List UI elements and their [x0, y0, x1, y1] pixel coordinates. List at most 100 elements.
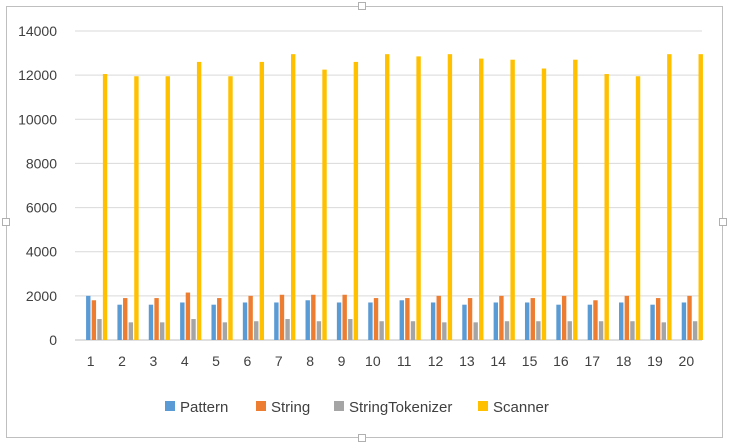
bar-scanner-2 [134, 76, 139, 340]
bar-scanner-6 [259, 61, 265, 341]
x-axis-ticks: 1 2 3 4 5 6 7 8 9 10 11 12 13 14 15 16 17 18 19 20 [87, 353, 695, 369]
y-tick-label: 12000 [18, 67, 57, 83]
bar-scanner-16 [573, 59, 578, 340]
legend-swatch-stringtokenizer [334, 401, 344, 411]
bar-scanner-7 [290, 54, 296, 341]
bar-stringtokenizer-12 [442, 322, 447, 340]
x-tick-label: 9 [338, 353, 346, 369]
resize-handle-bottom[interactable] [358, 434, 366, 442]
bar-string-1 [91, 300, 97, 340]
bar-pattern-13 [462, 304, 467, 340]
bar-pattern-15 [524, 302, 530, 340]
bar-stringtokenizer-14 [504, 321, 510, 340]
bar-pattern-19 [650, 304, 655, 340]
x-tick-label: 7 [275, 353, 283, 369]
bar-scanner-15 [541, 68, 547, 341]
bar-stringtokenizer-8 [316, 321, 322, 340]
x-tick-label: 13 [459, 353, 475, 369]
y-tick-label: 2000 [26, 288, 57, 304]
x-tick-label: 18 [616, 353, 632, 369]
resize-handle-left[interactable] [2, 218, 10, 226]
legend-label-scanner: Scanner [493, 399, 549, 416]
bar-pattern-9 [336, 302, 342, 340]
bar-string-12 [436, 295, 441, 340]
bar-stringtokenizer-7 [285, 319, 290, 340]
bar-stringtokenizer-6 [254, 321, 259, 340]
x-tick-label: 5 [212, 353, 220, 369]
bar-string-20 [687, 295, 692, 340]
bar-stringtokenizer-20 [692, 321, 698, 340]
bar-scanner-5 [228, 76, 233, 340]
x-tick-label: 1 [87, 353, 95, 369]
bar-pattern-7 [274, 302, 279, 340]
bar-string-10 [373, 298, 379, 340]
y-tick-label: 14000 [18, 23, 57, 39]
x-tick-label: 10 [365, 353, 381, 369]
bar-string-11 [405, 298, 410, 340]
bar-string-6 [248, 295, 253, 340]
x-tick-label: 17 [584, 353, 600, 369]
bar-stringtokenizer-9 [348, 319, 353, 340]
bar-stringtokenizer-13 [473, 322, 478, 340]
bar-scanner-8 [322, 69, 327, 340]
bar-scanner-12 [447, 54, 453, 341]
bar-stringtokenizer-1 [97, 319, 102, 340]
bar-string-13 [467, 298, 473, 340]
bar-string-5 [217, 298, 222, 340]
x-tick-label: 19 [647, 353, 663, 369]
legend-swatch-scanner [478, 401, 488, 411]
bar-pattern-2 [117, 304, 122, 340]
bar-pattern-5 [211, 304, 216, 340]
bars [86, 54, 703, 341]
y-tick-label: 8000 [26, 155, 57, 171]
x-tick-label: 11 [397, 353, 412, 369]
bar-pattern-14 [493, 302, 499, 340]
bar-string-17 [593, 300, 598, 340]
bar-scanner-11 [416, 56, 421, 340]
resize-handle-top[interactable] [358, 2, 366, 10]
bar-string-18 [624, 295, 630, 340]
bar-stringtokenizer-2 [128, 322, 134, 340]
legend-label-stringtokenizer: StringTokenizer [349, 399, 452, 416]
bar-stringtokenizer-4 [191, 319, 196, 340]
bar-pattern-16 [556, 304, 561, 340]
bar-stringtokenizer-15 [536, 321, 541, 340]
x-tick-label: 2 [118, 353, 126, 369]
bar-string-3 [154, 298, 159, 340]
bar-scanner-1 [102, 74, 108, 341]
bar-pattern-6 [242, 302, 248, 340]
bar-stringtokenizer-11 [410, 321, 416, 340]
bar-pattern-8 [305, 300, 310, 340]
bar-pattern-3 [148, 304, 154, 340]
legend: Pattern String StringTokenizer Scanner [165, 399, 549, 416]
bar-scanner-14 [510, 59, 515, 340]
y-tick-label: 10000 [18, 111, 57, 127]
bar-string-7 [279, 294, 285, 340]
x-tick-label: 8 [306, 353, 314, 369]
x-tick-label: 12 [428, 353, 444, 369]
bar-scanner-18 [635, 76, 641, 340]
y-tick-label: 6000 [26, 200, 57, 216]
resize-handle-right[interactable] [719, 218, 727, 226]
legend-label-pattern: Pattern [180, 399, 228, 416]
bar-scanner-19 [667, 54, 672, 341]
bar-stringtokenizer-10 [379, 321, 384, 340]
bar-stringtokenizer-19 [661, 322, 666, 340]
bar-string-2 [123, 298, 128, 340]
x-tick-label: 4 [181, 353, 189, 369]
legend-swatch-pattern [165, 401, 175, 411]
bar-string-15 [530, 298, 535, 340]
x-tick-label: 6 [244, 353, 252, 369]
bar-pattern-18 [619, 302, 624, 340]
bar-stringtokenizer-16 [567, 321, 572, 340]
bar-string-4 [185, 292, 191, 340]
bar-pattern-17 [587, 304, 593, 340]
x-tick-label: 3 [149, 353, 157, 369]
bar-pattern-20 [681, 302, 687, 340]
legend-label-string: String [271, 399, 310, 416]
chart-frame [6, 6, 723, 438]
bar-scanner-4 [196, 61, 202, 341]
bar-scanner-10 [385, 54, 390, 341]
bar-pattern-10 [368, 302, 373, 340]
